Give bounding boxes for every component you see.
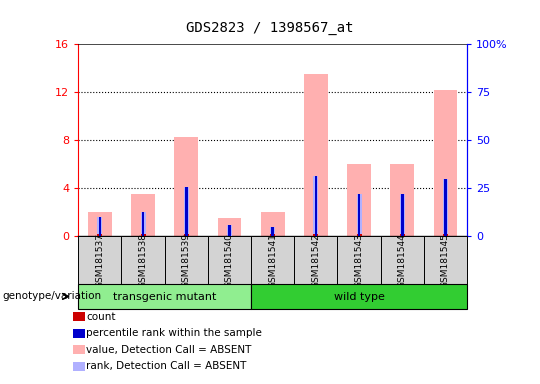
Text: value, Detection Call = ABSENT: value, Detection Call = ABSENT (86, 345, 252, 355)
Bar (390, 164, 414, 236)
Text: transgenic mutant: transgenic mutant (113, 291, 217, 302)
Bar (356, 234, 362, 236)
Bar (174, 137, 198, 236)
Bar (304, 74, 328, 236)
Bar (228, 225, 231, 236)
Bar (347, 164, 371, 236)
Bar (251, 236, 294, 284)
Bar (88, 212, 112, 236)
Bar (97, 234, 103, 236)
Text: GSM181542: GSM181542 (312, 233, 320, 288)
Bar (184, 234, 189, 236)
Bar (122, 236, 165, 284)
Bar (313, 234, 319, 236)
Text: rank, Detection Call = ABSENT: rank, Detection Call = ABSENT (86, 361, 247, 371)
Bar (218, 218, 241, 236)
Bar (443, 234, 448, 236)
Bar (184, 187, 189, 236)
Bar (99, 217, 101, 236)
Bar (142, 212, 144, 236)
Bar (97, 217, 103, 236)
Text: GSM181537: GSM181537 (96, 233, 104, 288)
Bar (338, 236, 381, 284)
Text: GSM181545: GSM181545 (441, 233, 450, 288)
Text: wild type: wild type (334, 291, 384, 302)
Bar (434, 90, 457, 236)
Bar (78, 284, 251, 309)
Text: GSM181538: GSM181538 (139, 233, 147, 288)
Bar (78, 236, 122, 284)
Text: GSM181540: GSM181540 (225, 233, 234, 288)
Text: GSM181544: GSM181544 (398, 233, 407, 288)
Bar (140, 212, 146, 236)
Bar (208, 236, 251, 284)
Bar (270, 234, 275, 236)
Text: count: count (86, 312, 116, 322)
Bar (251, 284, 467, 309)
Bar (400, 234, 405, 236)
Bar (270, 227, 275, 236)
Text: percentile rank within the sample: percentile rank within the sample (86, 328, 262, 338)
Bar (227, 225, 232, 236)
Bar (313, 176, 319, 236)
Bar (315, 176, 317, 236)
Text: genotype/variation: genotype/variation (3, 291, 102, 301)
Text: GSM181541: GSM181541 (268, 233, 277, 288)
Bar (356, 194, 362, 236)
Bar (261, 212, 285, 236)
Text: GSM181539: GSM181539 (182, 233, 191, 288)
Bar (131, 194, 155, 236)
Bar (140, 234, 146, 236)
Bar (185, 187, 187, 236)
Text: GSM181543: GSM181543 (355, 233, 363, 288)
Bar (294, 236, 338, 284)
Bar (443, 179, 448, 236)
Bar (400, 194, 405, 236)
Bar (358, 194, 360, 236)
Bar (165, 236, 208, 284)
Bar (381, 236, 424, 284)
Bar (401, 194, 403, 236)
Bar (272, 227, 274, 236)
Bar (424, 236, 467, 284)
Text: GDS2823 / 1398567_at: GDS2823 / 1398567_at (186, 21, 354, 35)
Bar (444, 179, 447, 236)
